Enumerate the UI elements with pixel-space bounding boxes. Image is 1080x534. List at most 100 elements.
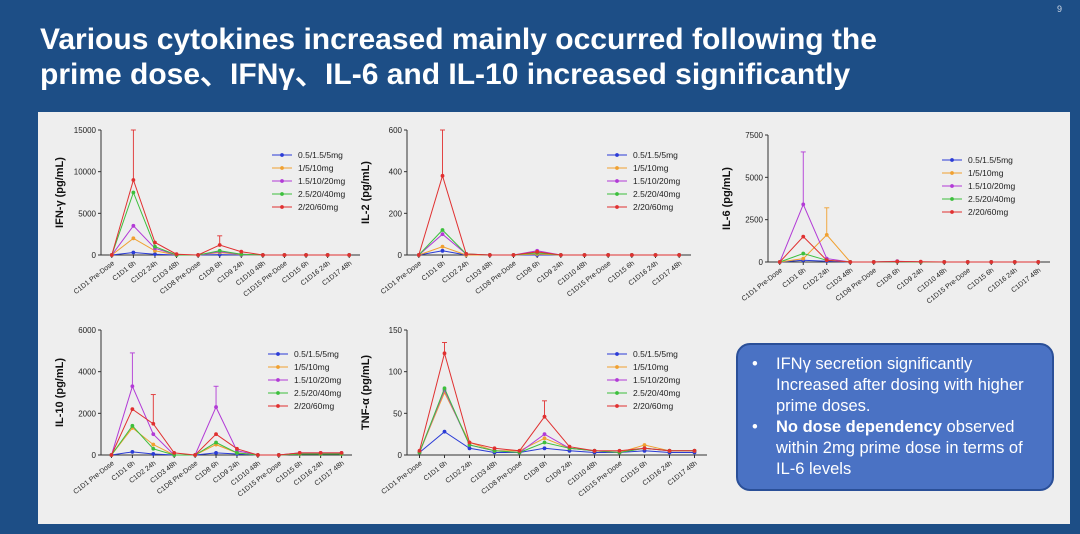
il6-y-tick-label: 2500 (745, 216, 763, 225)
il6-x-tick-label: C1D8 Pre-Dose (835, 267, 878, 303)
ifng-y-tick-label: 10000 (74, 168, 97, 177)
bullet-glyph: • (752, 418, 758, 436)
ifng-x-tick-label: C1D1 Pre-Dose (73, 260, 116, 296)
il10-data-point (130, 423, 135, 428)
ifng-data-point (131, 178, 136, 182)
il2-data-point (677, 253, 682, 257)
il10-data-point (276, 453, 281, 457)
slide-title-line1: Various cytokines increased mainly occur… (40, 23, 877, 56)
slide-title-line2: prime dose、IFNγ、IL-6 and IL-10 increased… (40, 58, 851, 91)
il10-data-point (130, 384, 135, 389)
il6-data-point (848, 260, 853, 264)
tnfa-data-point (567, 444, 572, 449)
findings-callout: • IFNγ secretion significantly Increased … (736, 343, 1054, 491)
chart-panel: 0 5000 10000 15000 IFN-γ (pg/mL) C1D1 Pre-Dos… (38, 112, 1070, 524)
il6-data-point (801, 251, 806, 256)
il2-x-tick-label: C1D8 Pre-Dose (474, 260, 517, 296)
tnfa-data-point (492, 446, 497, 451)
il10-x-tick-label: C1D1 Pre-Dose (72, 460, 115, 496)
il6-legend-label: 1/5/10mg (968, 168, 1004, 178)
il10-data-point (193, 453, 198, 457)
il2-y-tick-label: 600 (389, 126, 403, 135)
tnfa-x-tick-label: C1D15 Pre-Dose (577, 460, 623, 498)
il6-data-point (1012, 260, 1017, 264)
ifng-y-tick-label: 0 (92, 251, 97, 260)
il6-legend-marker (950, 210, 954, 214)
il2-data-point (440, 173, 445, 178)
il2-data-point (440, 232, 445, 237)
il10-legend-label: 0.5/1.5/5mg (294, 349, 339, 359)
ifng-data-point (153, 240, 157, 245)
il2-y-tick-label: 200 (389, 209, 403, 218)
il10-data-point (214, 451, 218, 455)
il10-data-point (151, 442, 156, 447)
ifng-legend-marker (280, 205, 284, 209)
ifng-legend-marker (280, 192, 284, 196)
tnfa-data-point (517, 448, 522, 453)
ifng-data-point (282, 253, 287, 257)
il2-legend-marker (615, 179, 619, 183)
il2-legend-marker (615, 205, 619, 209)
tnfa-data-point (542, 446, 547, 451)
il10-legend-marker (276, 391, 280, 395)
tnfa-legend-label: 2.5/20/40mg (633, 388, 681, 398)
il6-data-point (824, 258, 829, 263)
tnfa-series-line (419, 351, 695, 452)
il10-legend-label: 2/20/60mg (294, 401, 334, 411)
ifng-data-point (347, 253, 352, 257)
il2-data-point (582, 253, 587, 257)
il6-data-point (965, 260, 970, 264)
tnfa-data-point (442, 386, 447, 391)
ifng-legend-label: 1.5/10/20mg (298, 176, 346, 186)
tnfa-data-point (542, 432, 547, 437)
tnfa-data-point (617, 448, 622, 453)
ifng-legend-label: 1/5/10mg (298, 163, 334, 173)
il10-data-point (214, 405, 218, 409)
il2-legend-marker (615, 153, 619, 157)
tnfa-legend-marker (615, 378, 619, 382)
il6-data-point (777, 260, 782, 264)
il2-x-tick-label: C1D1 Pre-Dose (380, 260, 423, 296)
il6-data-point (942, 260, 947, 264)
tnfa-legend-marker (615, 365, 619, 369)
ifng-data-point (196, 253, 201, 257)
tnfa-y-tick-label: 150 (389, 326, 403, 335)
ifng-data-point (153, 252, 157, 257)
tnfa-y-axis-title: TNF-α (pg/mL) (360, 355, 372, 431)
il10-data-point (151, 446, 156, 451)
tnfa-y-tick-label: 100 (389, 368, 403, 377)
ifng-data-point (260, 253, 265, 257)
tnfa-data-point (542, 436, 547, 441)
bullet-glyph: • (752, 355, 758, 373)
il10-y-axis-title: IL-10 (pg/mL) (54, 358, 66, 427)
tnfa-x-tick-label: C1D2 24h (445, 460, 474, 485)
ifng-data-point (217, 248, 222, 253)
il2-legend-marker (615, 192, 619, 196)
il2-data-point (653, 253, 658, 257)
ifng-y-tick-label: 15000 (74, 126, 97, 135)
il6-legend-marker (950, 197, 954, 201)
il10-data-point (214, 432, 218, 437)
il2-data-point (558, 253, 563, 257)
tnfa-data-point (442, 351, 447, 356)
il2-series-line (418, 174, 680, 256)
ifng-legend-label: 0.5/1.5/5mg (298, 150, 343, 160)
il2-legend-label: 1.5/10/20mg (633, 176, 681, 186)
il6-data-point (801, 256, 806, 261)
il2-data-point (535, 249, 540, 254)
tnfa-data-point (592, 448, 597, 453)
tnfa-x-tick-label: C1D1 Pre-Dose (380, 460, 423, 496)
tnfa-series-line (419, 431, 695, 453)
il2-y-axis-title: IL-2 (pg/mL) (360, 161, 372, 224)
finding-ifng: • IFNγ secretion significantly Increased … (752, 354, 1042, 417)
ifng-data-point (153, 244, 157, 249)
il6-y-axis-title: IL-6 (pg/mL) (721, 167, 733, 230)
il10-data-point (255, 453, 260, 457)
il2-x-tick-label: C1D15 Pre-Dose (566, 260, 612, 298)
il6-legend-label: 1.5/10/20mg (968, 181, 1016, 191)
il10-data-point (151, 452, 156, 456)
il2-data-point (416, 253, 421, 257)
ifng-data-point (131, 250, 136, 255)
il6-y-tick-label: 7500 (745, 131, 763, 140)
ifng-legend-marker (280, 153, 284, 157)
